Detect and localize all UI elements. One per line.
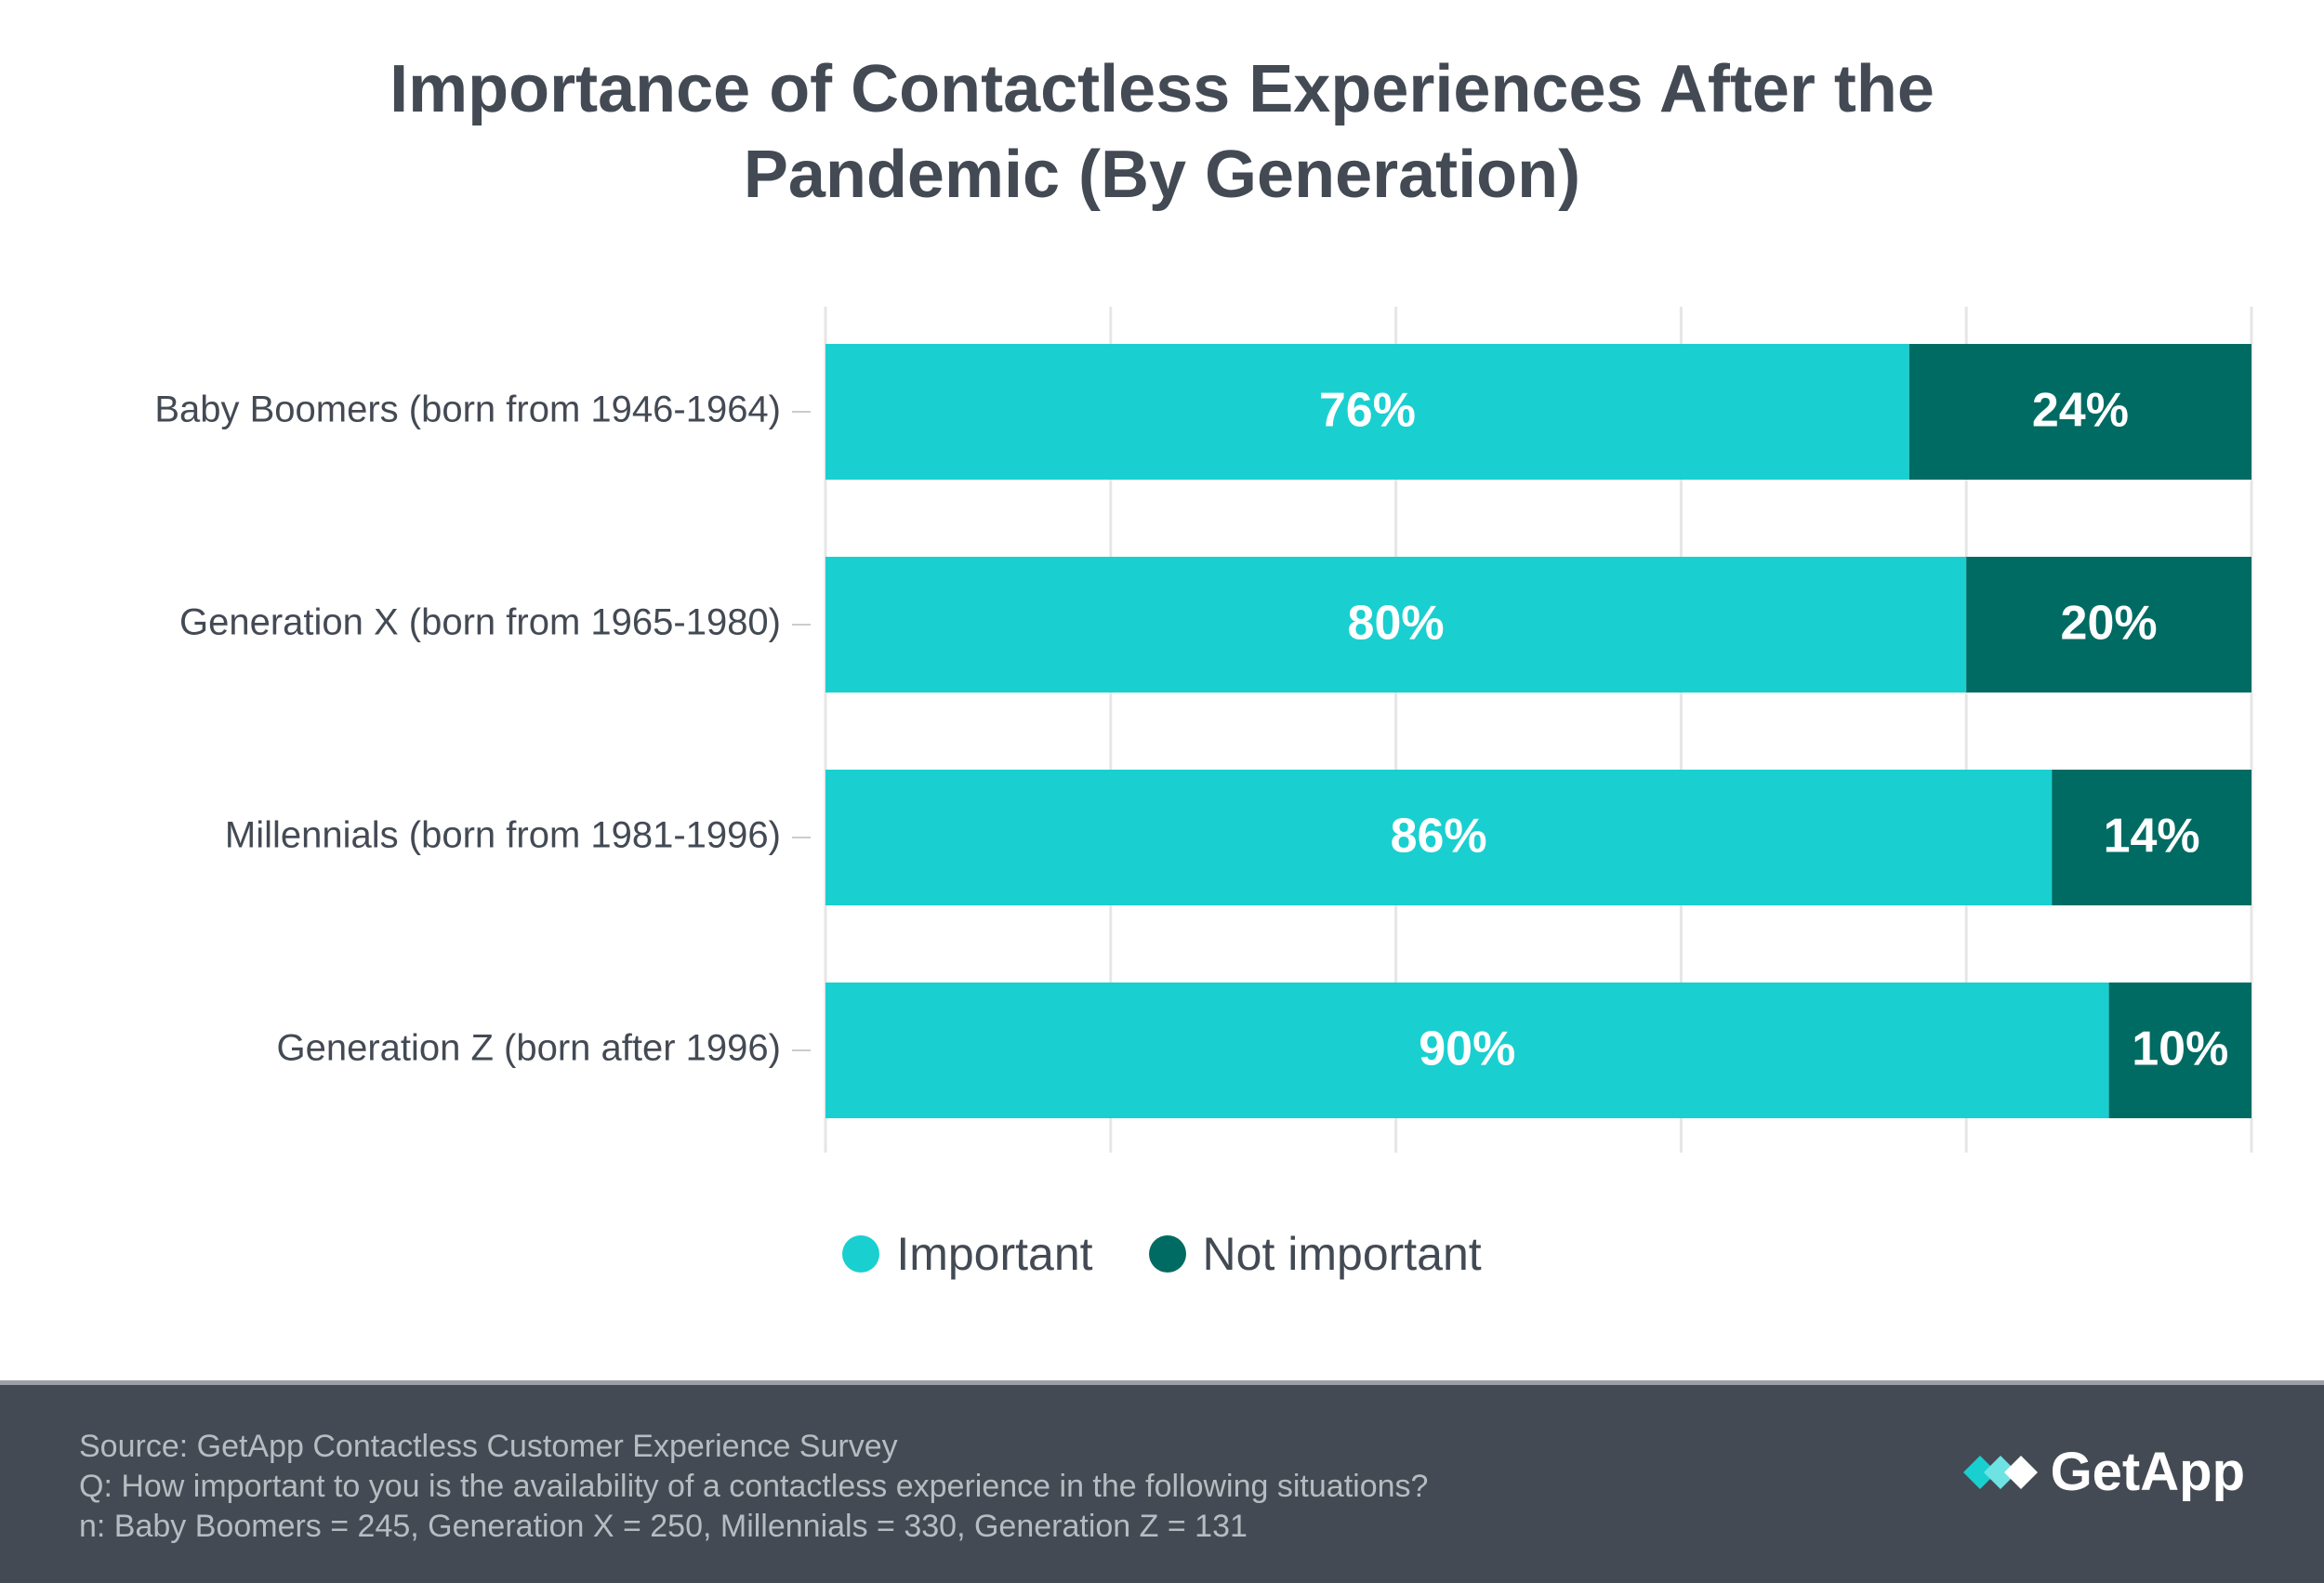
bars: 76% 24% 80% 20% 86% 14% 90% 10%	[825, 344, 2251, 1118]
data-label: 24%	[2032, 384, 2129, 438]
category-label: Baby Boomers (born from 1946-1964)	[154, 389, 781, 430]
stacked-bar-chart: 76% 24% 80% 20% 86% 14% 90% 10% Baby Boomers (b…	[154, 307, 2253, 1153]
legend-swatch-not-important	[1148, 1235, 1186, 1273]
bar-not-important	[1908, 344, 2251, 480]
legend-item-not-important: Not important	[1148, 1227, 1482, 1281]
question-note: Q: How important to you is the availabil…	[79, 1469, 1429, 1504]
legend-swatch-important	[842, 1235, 880, 1273]
data-label: 76%	[1319, 384, 1416, 438]
getapp-brand: GetApp	[1962, 1441, 2245, 1503]
data-label: 80%	[1348, 597, 1445, 651]
data-label: 90%	[1419, 1022, 1515, 1076]
legend-item-important: Important	[842, 1227, 1093, 1281]
footer: Source: GetApp Contactless Customer Expe…	[0, 1380, 2324, 1583]
brand-name: GetApp	[2050, 1442, 2245, 1502]
chart-title-line-1: Importance of Contactless Experiences Af…	[390, 52, 1934, 126]
legend-label-important: Important	[896, 1228, 1093, 1280]
bar-important	[825, 557, 1967, 693]
source-note: Source: GetApp Contactless Customer Expe…	[79, 1429, 898, 1464]
getapp-logo-icon	[1962, 1455, 2038, 1489]
category-label: Generation Z (born after 1996)	[276, 1028, 781, 1069]
legend-label-not-important: Not important	[1202, 1228, 1482, 1280]
bar-important	[825, 770, 2053, 905]
data-label: 86%	[1391, 810, 1487, 864]
data-label: 20%	[2061, 597, 2158, 651]
footer-notes: Source: GetApp Contactless Customer Expe…	[79, 1427, 1428, 1547]
bar-not-important	[2108, 983, 2251, 1118]
chart-title-line-2: Pandemic (By Generation)	[743, 138, 1581, 212]
data-label: 10%	[2132, 1022, 2228, 1076]
category-labels: Baby Boomers (born from 1946-1964) Genera…	[154, 389, 811, 1069]
chart-title: Importance of Contactless Experiences Af…	[186, 46, 2138, 218]
category-label: Millennials (born from 1981-1996)	[225, 815, 781, 856]
bar-not-important	[2052, 770, 2251, 905]
data-label: 14%	[2104, 810, 2200, 864]
bar-not-important	[1966, 557, 2251, 693]
bar-important	[825, 983, 2109, 1118]
category-label: Generation X (born from 1965-1980)	[179, 602, 781, 643]
sample-note: n: Baby Boomers = 245, Generation X = 25…	[79, 1509, 1248, 1544]
bar-important	[825, 344, 1909, 480]
legend: Important Not important	[0, 1227, 2324, 1281]
